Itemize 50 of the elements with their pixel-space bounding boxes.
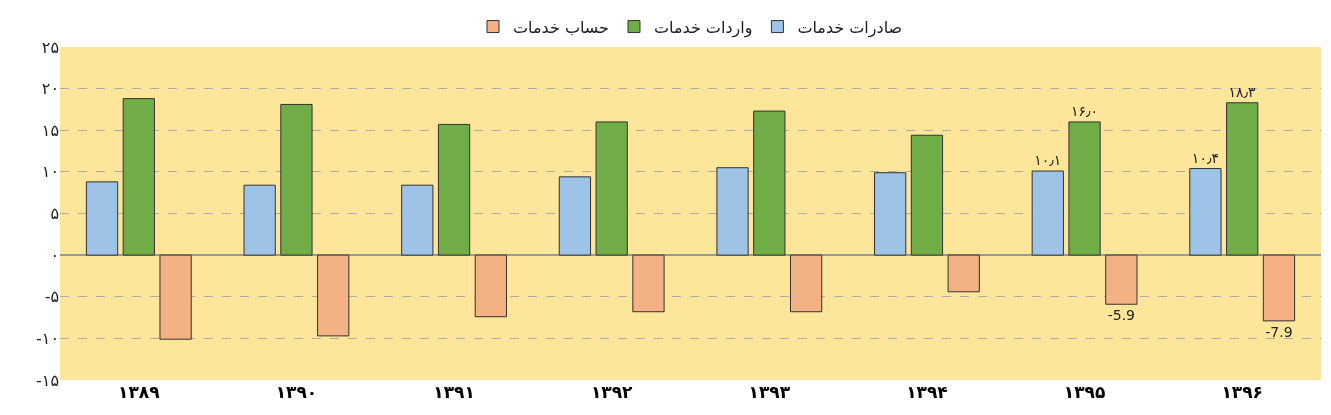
x-tick-label: ۱۳۹۱: [433, 382, 475, 402]
bar: [789, 254, 823, 313]
y-tick-label: -۵: [44, 287, 59, 307]
y-tick-label: ۱۵: [41, 120, 59, 140]
data-label: -7.9: [1265, 323, 1293, 340]
x-tick-label: ۱۳۹۳: [748, 382, 791, 402]
x-tick-label: ۱۳۹۴: [906, 382, 948, 402]
bar: [437, 123, 471, 256]
bar: [910, 134, 944, 256]
bar: [753, 110, 786, 256]
bar: [558, 176, 592, 256]
bar: [401, 184, 434, 256]
legend-label: صادرات خدمات: [797, 17, 903, 38]
y-tick-label: ۲۵: [41, 37, 59, 57]
bar: [1105, 254, 1138, 305]
bar: [874, 172, 907, 256]
bar: [716, 167, 749, 256]
bar: [632, 254, 665, 313]
data-label: -5.9: [1107, 307, 1135, 324]
bar: [947, 254, 980, 293]
data-label: ۱۰٫۱: [1034, 152, 1062, 169]
bar: [85, 181, 119, 256]
bar: [159, 254, 192, 340]
data-label: ۱۰٫۴: [1191, 149, 1219, 166]
bar: [1031, 170, 1064, 256]
y-tick-label: -۱۰: [36, 328, 59, 348]
bar: [595, 121, 628, 256]
bar: [474, 254, 507, 318]
bar: [317, 254, 350, 337]
x-tick-label: ۱۳۹۵: [1063, 382, 1106, 402]
data-label: ۱۶٫۰: [1071, 102, 1099, 119]
y-tick-label: ۱۰: [41, 162, 59, 182]
y-tick-label: ۰: [50, 245, 59, 265]
bar: [1189, 168, 1222, 256]
y-tick-label: ۵: [50, 204, 59, 224]
x-tick-label: ۱۳۸۹: [118, 382, 161, 402]
x-tick-label: ۱۳۹۶: [1221, 382, 1263, 402]
legend-label: واردات خدمات: [653, 17, 753, 38]
bar: [1226, 102, 1259, 256]
bar: [1262, 254, 1296, 322]
bar: [1068, 121, 1101, 256]
data-label: ۱۸٫۳: [1228, 83, 1256, 100]
bar: [280, 103, 313, 256]
y-tick-label: ۲۰: [41, 79, 59, 99]
x-tick-label: ۱۳۹۰: [275, 382, 318, 402]
x-tick-label: ۱۳۹۲: [590, 382, 634, 402]
bar: [122, 98, 155, 256]
y-tick-label: -۱۵: [36, 370, 59, 390]
bar: [243, 184, 276, 256]
legend-label: حساب خدمات: [513, 17, 609, 37]
